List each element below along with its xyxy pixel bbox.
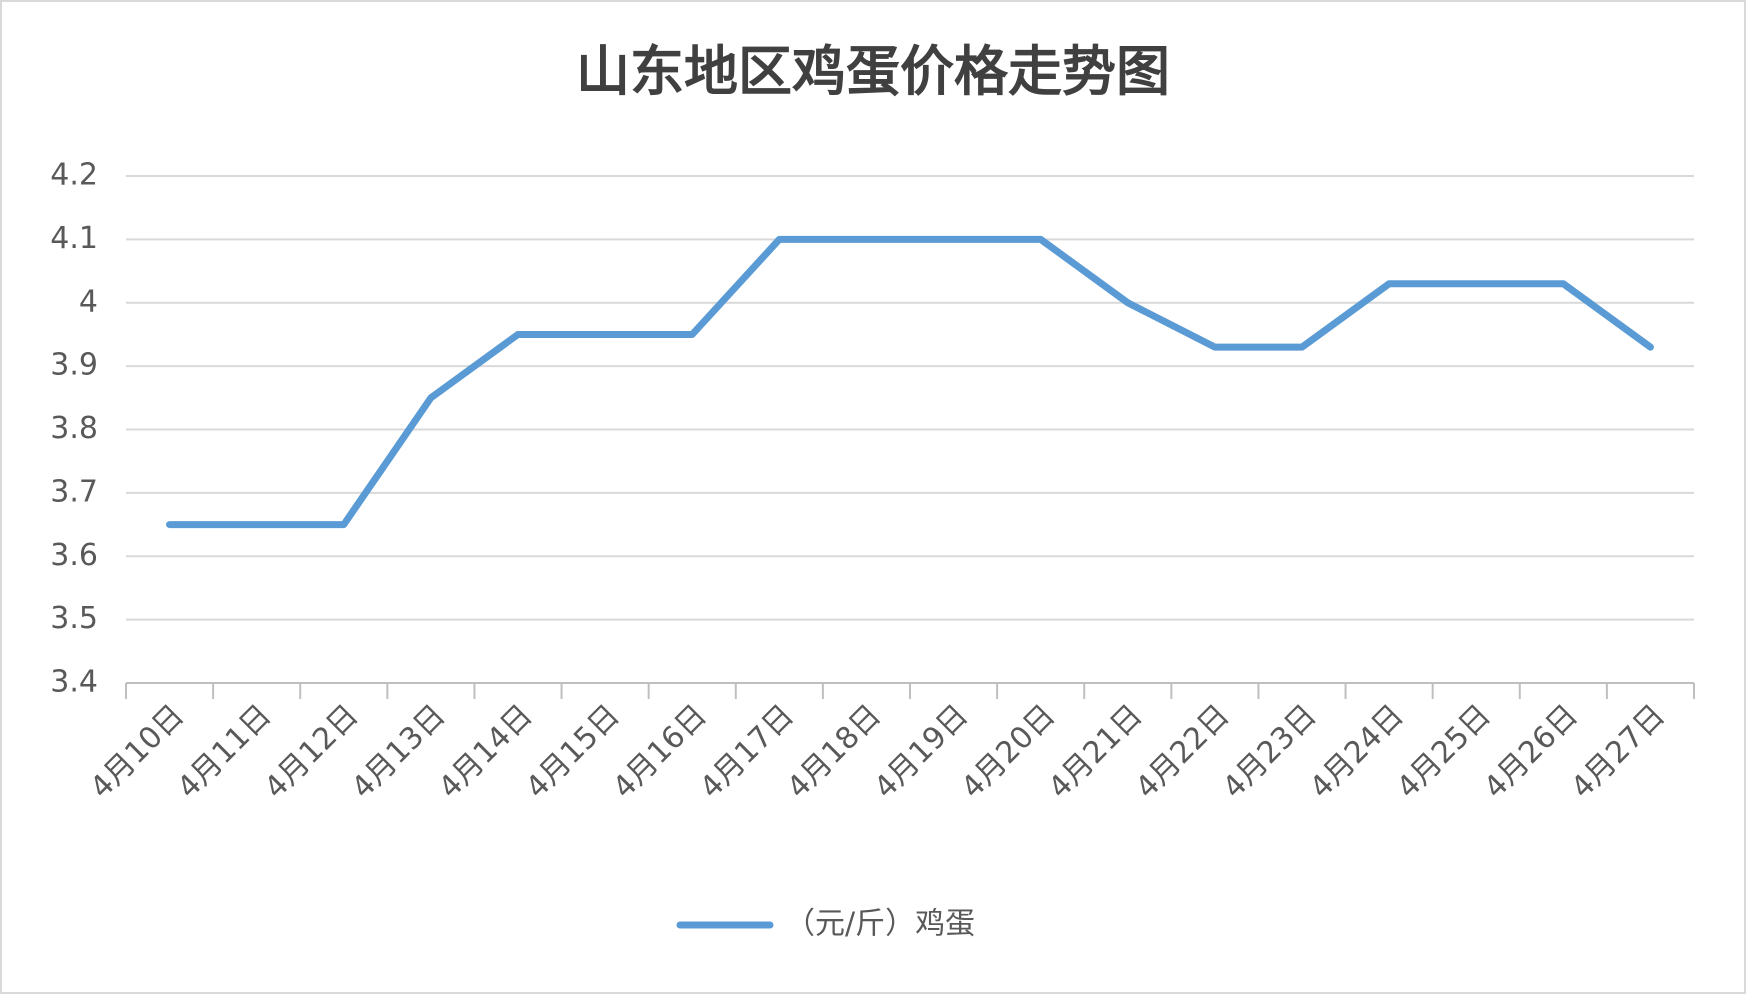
- y-tick-label: 3.8: [50, 411, 98, 446]
- y-tick-label: 4.2: [50, 158, 98, 193]
- y-tick-label: 3.6: [50, 538, 98, 573]
- y-tick-label: 4: [79, 284, 98, 319]
- y-tick-label: 3.4: [50, 665, 98, 700]
- y-tick-label: 3.5: [50, 601, 98, 636]
- chart-title: 山东地区鸡蛋价格走势图: [576, 39, 1170, 103]
- y-tick-label: 3.7: [50, 474, 98, 509]
- y-tick-label: 4.1: [50, 221, 98, 256]
- y-tick-label: 3.9: [50, 348, 98, 383]
- legend-label: （元/斤）鸡蛋: [785, 907, 975, 942]
- data-line: [166, 235, 1654, 529]
